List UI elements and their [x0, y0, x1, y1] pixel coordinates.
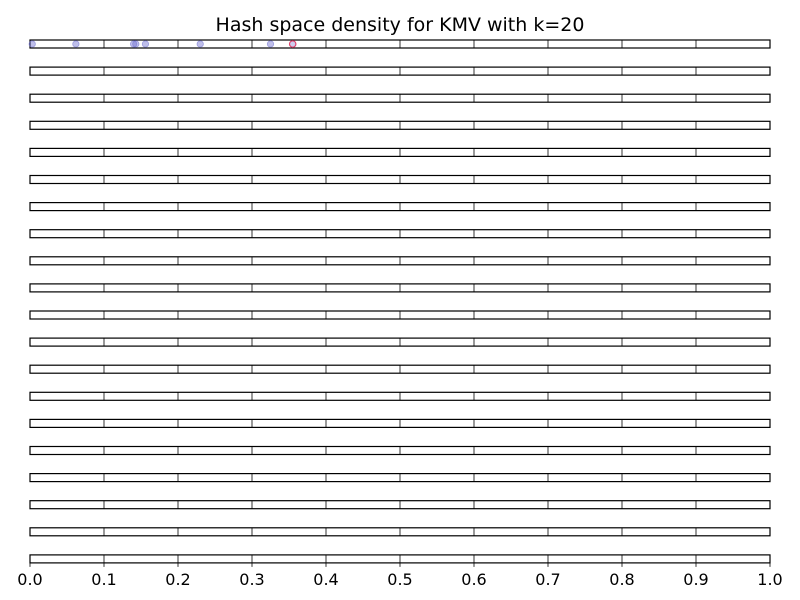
x-tick-label: 0.1	[91, 570, 116, 589]
hash-strip	[29, 174, 771, 185]
x-tick-label: 0.9	[683, 570, 708, 589]
hash-point	[132, 40, 140, 48]
hash-strip	[29, 147, 771, 157]
x-tick-group: 0.0 0.1 0.2 0.3 0.4 0.5 0.6 0.7 0.8 0.9 1.0	[17, 562, 783, 589]
hash-strip	[29, 256, 771, 266]
hash-strip	[29, 337, 771, 347]
x-tick-label: 0.2	[165, 570, 190, 589]
x-tick-label: 0.8	[609, 570, 634, 589]
hash-strip	[29, 93, 771, 103]
x-tick-label: 0.7	[535, 570, 560, 589]
hash-strip	[29, 283, 771, 293]
hash-point	[28, 40, 36, 48]
hash-point	[196, 40, 204, 48]
hash-strip	[29, 473, 771, 483]
hash-strip	[29, 418, 771, 428]
hash-strip	[29, 527, 771, 537]
hash-point	[266, 40, 275, 48]
hash-strip	[29, 120, 771, 130]
x-tick-label: 0.6	[461, 570, 486, 589]
x-tick-label: 1.0	[757, 570, 782, 589]
hash-strip	[29, 66, 771, 76]
x-tick-label: 0.0	[17, 570, 42, 589]
hash-strip	[29, 391, 771, 401]
x-tick-label: 0.3	[239, 570, 264, 589]
hash-strip	[29, 364, 771, 374]
kth-hash-point	[288, 40, 297, 48]
x-tick-label: 0.5	[387, 570, 412, 589]
chart-title: Hash space density for KMV with k=20	[215, 14, 585, 36]
hash-point	[72, 40, 80, 48]
hash-strip	[29, 202, 771, 212]
hash-point	[130, 40, 138, 48]
hash-strip	[29, 445, 771, 456]
strip-group	[29, 39, 771, 564]
hash-strip	[29, 554, 771, 564]
hash-point	[141, 40, 150, 48]
hash-strip	[29, 39, 771, 49]
hash-strip	[29, 310, 771, 320]
point-group	[28, 40, 297, 48]
x-tick-label: 0.4	[313, 570, 338, 589]
hash-strip	[29, 229, 771, 239]
hash-strip	[29, 500, 771, 510]
